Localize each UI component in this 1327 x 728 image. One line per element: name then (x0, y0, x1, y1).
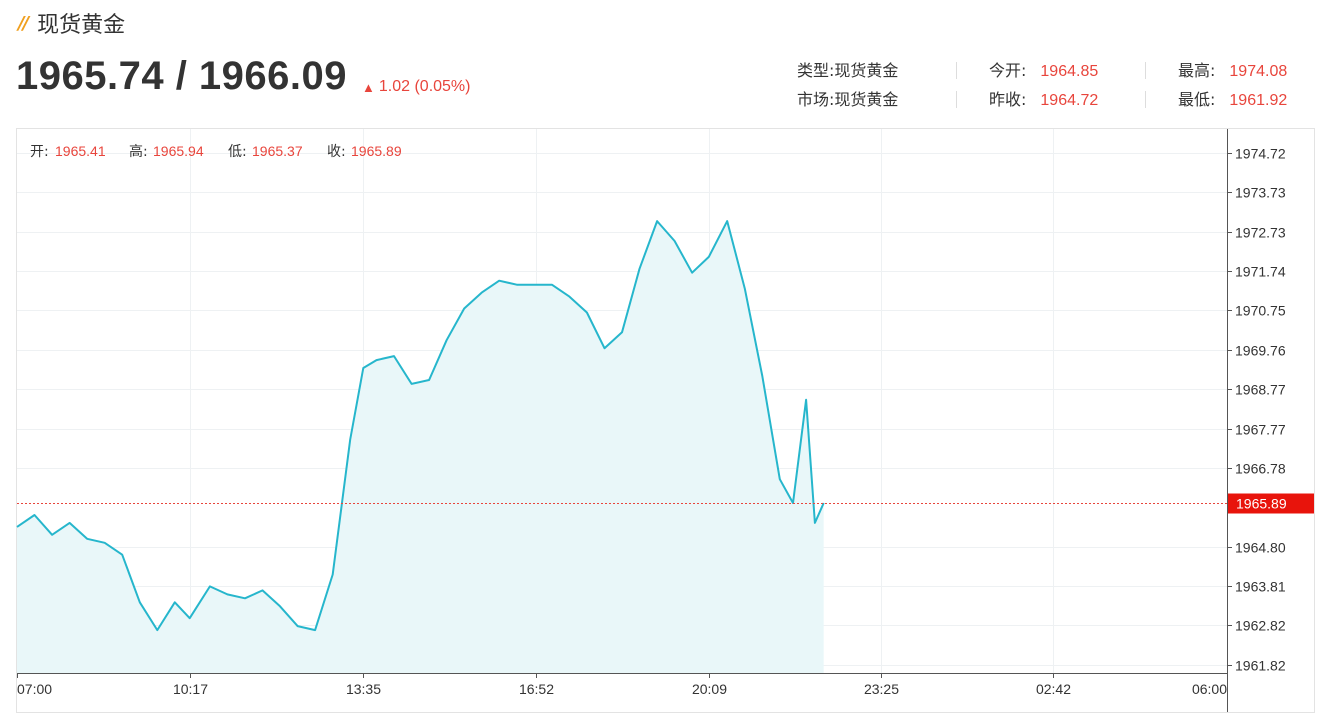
x-tick-label: 20:09 (692, 681, 727, 697)
market-value: 现货黄金 (834, 90, 899, 109)
prevclose-value: 1964.72 (1040, 92, 1099, 109)
y-tick-label: 1966.78 (1235, 461, 1286, 477)
current-price-tag-bg (1228, 493, 1314, 514)
ohlc-readout: 开: 1965.41 高: 1965.94 低: 1965.37 收: 1965… (30, 143, 402, 160)
y-tick-label: 1969.76 (1235, 343, 1286, 359)
price-change-value: 1.02 (0.05%) (378, 78, 471, 95)
quote-info-row-2: 市场:现货黄金 昨收: 1964.72 最低: 1961.92 (797, 85, 1317, 114)
title-bar: // 现货黄金 (18, 6, 125, 40)
price-change: ▲ 1.02 (0.05%) (362, 78, 470, 96)
y-tick-label: 1962.82 (1235, 618, 1286, 634)
y-tick-label: 1964.80 (1235, 540, 1286, 556)
divider (956, 62, 957, 79)
x-tick-label: 10:17 (173, 681, 208, 697)
x-tick-label: 13:35 (346, 681, 381, 697)
ohlc-open-value: 1965.41 (55, 143, 106, 159)
y-tick-label: 1967.77 (1235, 422, 1286, 438)
ohlc-high-label: 高: (129, 143, 148, 160)
low-value: 1961.92 (1229, 92, 1288, 109)
ohlc-open-label: 开: (30, 144, 49, 160)
type-value: 现货黄金 (834, 61, 899, 80)
open-info: 今开: 1964.85 (989, 56, 1098, 85)
y-tick-label: 1963.81 (1235, 579, 1286, 595)
open-value: 1964.85 (1040, 63, 1099, 80)
y-tick-label: 1961.82 (1235, 658, 1286, 674)
high-label: 最高: (1178, 61, 1216, 80)
ohlc-high-value: 1965.94 (153, 143, 204, 159)
x-tick-label: 02:42 (1036, 681, 1071, 697)
type-info: 类型:现货黄金 (797, 56, 898, 85)
y-tick-label: 1974.72 (1235, 146, 1286, 162)
open-label: 今开: (989, 61, 1027, 80)
title-mark-icon: // (18, 12, 29, 34)
low-label: 最低: (1178, 90, 1216, 109)
arrow-up-icon: ▲ (362, 79, 375, 95)
y-tick-label: 1971.74 (1235, 264, 1286, 280)
x-tick-label: 07:00 (17, 681, 52, 697)
high-info: 最高: 1974.08 (1178, 56, 1287, 85)
chart-frame (16, 128, 1315, 713)
y-tick-label: 1972.73 (1235, 225, 1286, 241)
ohlc-close-value: 1965.89 (351, 143, 402, 159)
x-tick-label: 06:00 (1192, 681, 1227, 697)
page-title: 现货黄金 (37, 13, 126, 38)
price-line[interactable] (16, 220, 825, 632)
quote-info-row-1: 类型:现货黄金 今开: 1964.85 最高: 1974.08 (797, 56, 1317, 85)
y-tick-label: 1968.77 (1235, 382, 1286, 398)
divider (1145, 91, 1146, 108)
ohlc-close-label: 收: (327, 144, 346, 160)
market-info: 市场:现货黄金 (797, 85, 898, 114)
divider (1145, 62, 1146, 79)
type-label: 类型: (797, 61, 835, 80)
y-tick-label: 1973.73 (1235, 185, 1286, 201)
x-axis: 07:00 10:17 13:35 16:52 20:09 23:25 02:42 06:00 (17, 673, 1228, 697)
bid-ask-price: 1965.74 / 1966.09 (16, 54, 348, 98)
current-price-tag: 1965.89 (1228, 493, 1314, 514)
low-info: 最低: 1961.92 (1178, 85, 1287, 114)
prevclose-label: 昨收: (989, 90, 1027, 109)
y-tick-label: 1970.75 (1235, 303, 1286, 319)
divider (956, 91, 957, 108)
ohlc-low-value: 1965.37 (252, 143, 303, 159)
x-tick-label: 16:52 (519, 681, 554, 697)
ohlc-low-label: 低: (228, 144, 247, 160)
quote-info-panel: 类型:现货黄金 今开: 1964.85 最高: 1974.08 市场:现货黄金 昨收… (797, 56, 1317, 114)
y-axis: 1974.72 1973.73 1972.73 1971.74 1970.75 1969.… (1227, 146, 1286, 674)
current-price-label: 1965.89 (1236, 496, 1287, 512)
x-tick-label: 23:25 (864, 681, 899, 697)
prevclose-info: 昨收: 1964.72 (989, 85, 1098, 114)
high-value: 1974.08 (1229, 63, 1288, 80)
market-label: 市场: (797, 90, 835, 109)
price-area (17, 221, 824, 673)
